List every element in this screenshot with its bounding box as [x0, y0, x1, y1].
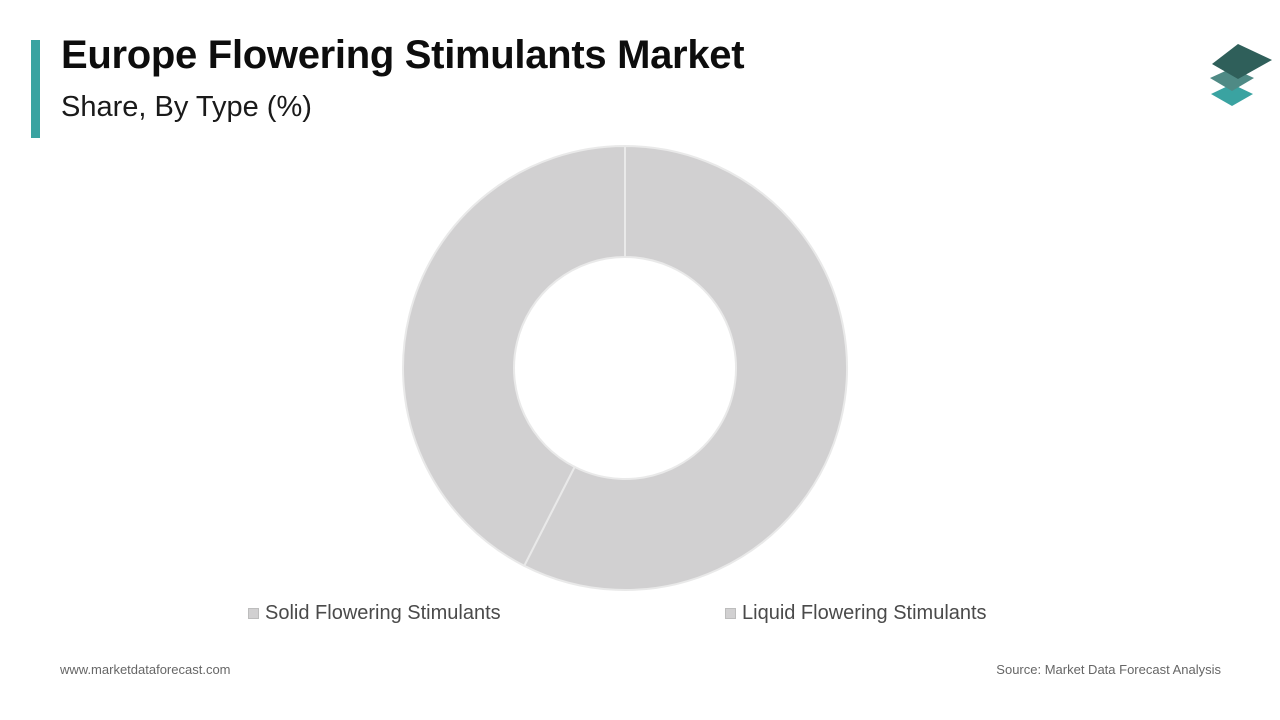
- title-accent-bar: [31, 40, 40, 138]
- page-subtitle: Share, By Type (%): [61, 91, 312, 123]
- donut-slice-solid[interactable]: [522, 144, 848, 591]
- logo-layer-bottom: [1211, 84, 1253, 106]
- legend-item-liquid[interactable]: Liquid Flowering Stimulants: [725, 600, 987, 626]
- donut-slice-liquid[interactable]: [402, 144, 626, 568]
- legend-item-solid[interactable]: Solid Flowering Stimulants: [248, 600, 501, 626]
- legend-label-solid: Solid Flowering Stimulants: [265, 601, 501, 624]
- legend-label-liquid: Liquid Flowering Stimulants: [742, 601, 987, 624]
- footer-source: Source: Market Data Forecast Analysis: [996, 662, 1221, 677]
- logo-layer-top: [1212, 44, 1272, 79]
- stacked-layers-logo-icon: [1210, 44, 1272, 106]
- page-title: Europe Flowering Stimulants Market: [61, 33, 745, 77]
- legend-swatch-liquid: [725, 607, 736, 619]
- legend-swatch-solid: [248, 607, 259, 619]
- footer-website[interactable]: www.marketdataforecast.com: [60, 662, 231, 677]
